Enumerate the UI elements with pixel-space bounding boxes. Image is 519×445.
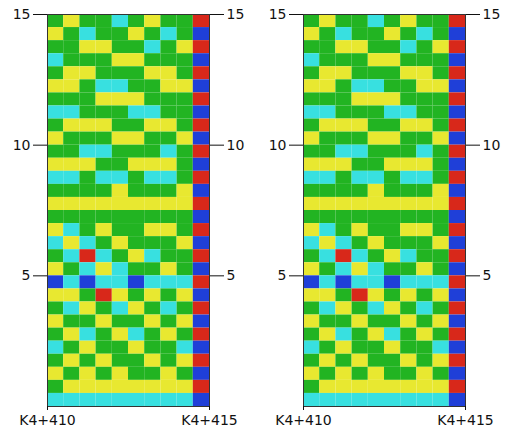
svg-text:K4+415: K4+415 <box>181 412 238 428</box>
svg-text:K4+410: K4+410 <box>19 412 76 428</box>
svg-text:5: 5 <box>483 267 492 283</box>
svg-text:15: 15 <box>269 6 287 22</box>
svg-text:10: 10 <box>227 137 245 153</box>
svg-text:15: 15 <box>13 6 31 22</box>
svg-text:5: 5 <box>227 267 236 283</box>
svg-text:5: 5 <box>22 267 31 283</box>
svg-text:15: 15 <box>227 6 245 22</box>
svg-text:15: 15 <box>483 6 501 22</box>
svg-text:5: 5 <box>278 267 287 283</box>
svg-text:K4+415: K4+415 <box>437 412 494 428</box>
svg-text:K4+410: K4+410 <box>275 412 332 428</box>
svg-text:10: 10 <box>269 137 287 153</box>
svg-text:10: 10 <box>13 137 31 153</box>
svg-text:10: 10 <box>483 137 501 153</box>
